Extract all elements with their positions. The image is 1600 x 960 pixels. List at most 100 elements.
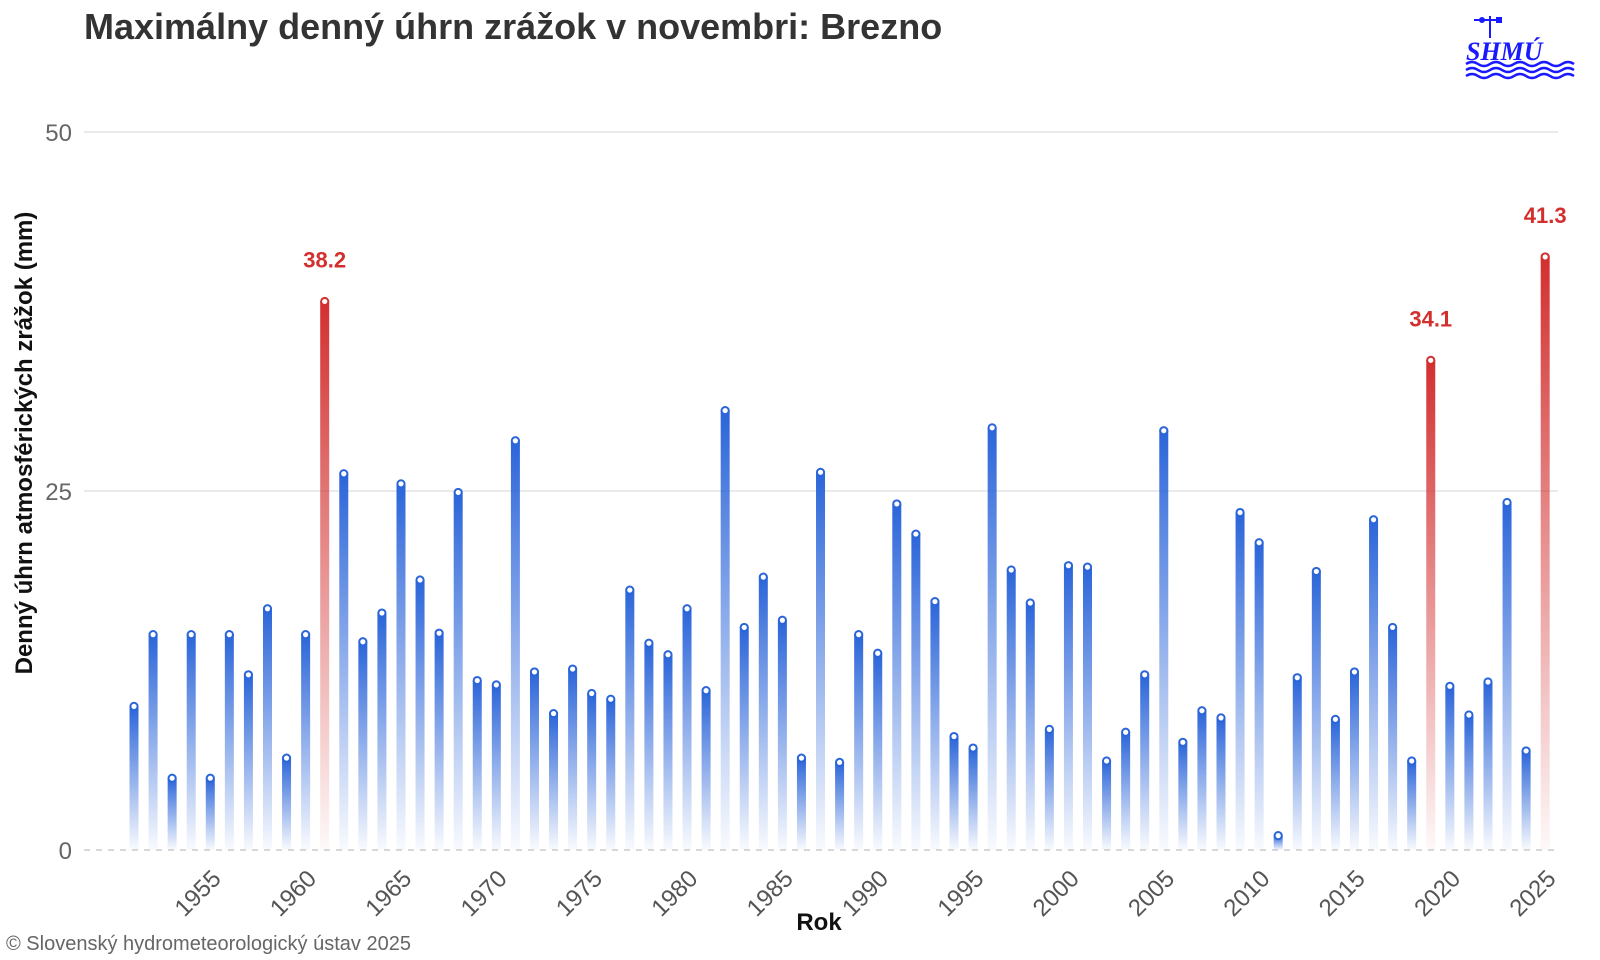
bar-1954	[186, 630, 196, 850]
bar-point	[415, 575, 425, 585]
bar-1968	[453, 487, 463, 850]
bar	[739, 627, 749, 850]
bar-point	[568, 664, 578, 674]
bar-point	[1254, 538, 1264, 548]
bar-point	[301, 630, 311, 640]
bar-2005	[1159, 426, 1169, 850]
bar	[1197, 710, 1207, 850]
bar-2000	[1063, 561, 1074, 850]
bar-1979	[663, 650, 673, 850]
copyright-credit: © Slovenský hydrometeorologický ústav 20…	[6, 933, 411, 955]
bar-point	[548, 708, 559, 719]
bar-point	[949, 731, 959, 742]
bar-point	[205, 773, 215, 783]
bar	[1311, 571, 1321, 850]
bar	[1140, 674, 1150, 850]
bar	[453, 492, 463, 850]
bar	[968, 748, 978, 850]
bar	[1330, 719, 1340, 850]
bar	[1216, 717, 1226, 850]
bar-point	[453, 487, 463, 498]
bar-point	[968, 743, 978, 753]
bar	[282, 758, 292, 850]
bar-point	[1025, 598, 1035, 608]
bar-point	[873, 648, 883, 658]
bar-1995	[968, 743, 978, 850]
bar-1990	[873, 648, 883, 850]
bar	[1254, 542, 1264, 850]
bar-point	[720, 405, 730, 416]
bar-2011	[1273, 831, 1283, 850]
bar	[873, 653, 883, 850]
annotations: 38.2 34.1 41.3	[303, 203, 1566, 331]
bar	[1121, 732, 1131, 850]
data-label: 38.2	[303, 247, 346, 272]
bar-point	[1044, 724, 1054, 734]
bar	[625, 590, 635, 850]
x-axis: 1955 1960 1965 1970 1975 1980 1985 1990 1995 2000…	[170, 865, 1562, 922]
bar-1960	[301, 630, 311, 850]
bar-2017	[1388, 622, 1398, 850]
bar-1961	[320, 296, 330, 850]
x-tick-label: 1985	[742, 865, 799, 922]
bar-point	[1121, 727, 1131, 737]
bar-1980	[682, 604, 692, 850]
bar	[911, 534, 921, 850]
bar-point	[606, 694, 616, 704]
bar-1965	[396, 479, 406, 850]
x-tick-label: 1995	[932, 865, 989, 922]
bar-2025	[1540, 252, 1550, 850]
bar-point	[1273, 831, 1283, 841]
bar	[930, 601, 940, 850]
bar-point	[1178, 737, 1188, 747]
bar	[1502, 502, 1512, 850]
bar-1989	[854, 630, 864, 850]
bar	[1292, 677, 1302, 850]
bar-point	[1483, 677, 1493, 687]
bar-2023	[1502, 497, 1512, 850]
bar	[377, 613, 387, 850]
bar-point	[472, 675, 482, 686]
bar-1956	[224, 630, 234, 850]
bar	[777, 620, 787, 850]
x-tick-label: 2005	[1123, 865, 1180, 922]
bar	[1369, 519, 1379, 850]
bar	[1426, 360, 1436, 850]
bar-point	[1368, 515, 1379, 525]
bar-1959	[281, 753, 292, 850]
bar-1962	[339, 469, 349, 850]
bar	[1388, 627, 1398, 850]
bar-point	[1311, 566, 1321, 577]
x-tick-label: 1990	[837, 865, 894, 922]
bar-1985	[777, 615, 787, 850]
y-tick-label: 0	[59, 838, 72, 865]
bar	[529, 671, 539, 850]
bar-2009	[1235, 507, 1245, 850]
bar	[1521, 750, 1531, 850]
bar-2003	[1121, 727, 1131, 850]
chart-title: Maximálny denný úhrn zrážok v novembri: …	[84, 6, 942, 47]
bar-1984	[758, 572, 768, 850]
bar-2001	[1082, 562, 1093, 850]
bar	[568, 669, 578, 850]
bar-1975	[587, 688, 597, 850]
bar-point	[224, 630, 234, 640]
bar	[320, 301, 330, 850]
bar	[1464, 715, 1474, 850]
bar-2013	[1311, 566, 1321, 850]
data-label: 34.1	[1409, 306, 1452, 331]
bar-2019	[1426, 355, 1436, 850]
bar-point	[1445, 681, 1455, 691]
bar-point	[1388, 622, 1398, 633]
bar-1973	[548, 708, 559, 850]
bar-point	[167, 773, 177, 783]
bar-1951	[129, 701, 139, 850]
bar-point	[1330, 714, 1341, 724]
bar	[701, 690, 711, 850]
bar-point	[186, 630, 196, 640]
bar	[167, 778, 177, 850]
bar	[835, 762, 845, 850]
bar-point	[758, 572, 768, 582]
bar-point	[510, 436, 521, 446]
